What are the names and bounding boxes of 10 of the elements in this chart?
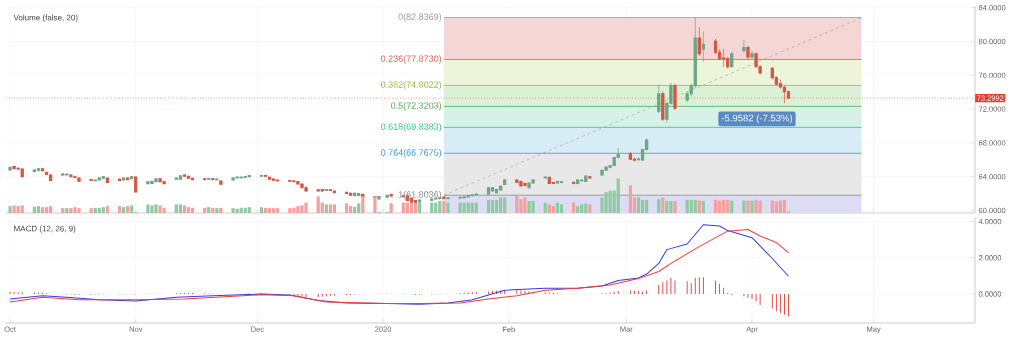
text: MACD (12, 26, 9) <box>14 225 76 233</box>
ref-line-label: 0.764(66.7675) <box>380 149 442 158</box>
chart-title: Volume (false, 20) <box>13 14 78 22</box>
ref-line-label: 1(61.8036) <box>398 191 442 200</box>
annotation: -5.9582 (-7.53%) <box>721 114 793 124</box>
ref-line-label: 0.618(69.8383) <box>380 123 442 132</box>
ref-line-label: 0(82.8369) <box>398 13 442 22</box>
ref-line-label: 0.236(77.8730) <box>380 55 442 64</box>
ref-line-label: 0.5(72.3203) <box>390 102 442 111</box>
ref-line-label: 0.382(74.8022) <box>380 81 442 90</box>
